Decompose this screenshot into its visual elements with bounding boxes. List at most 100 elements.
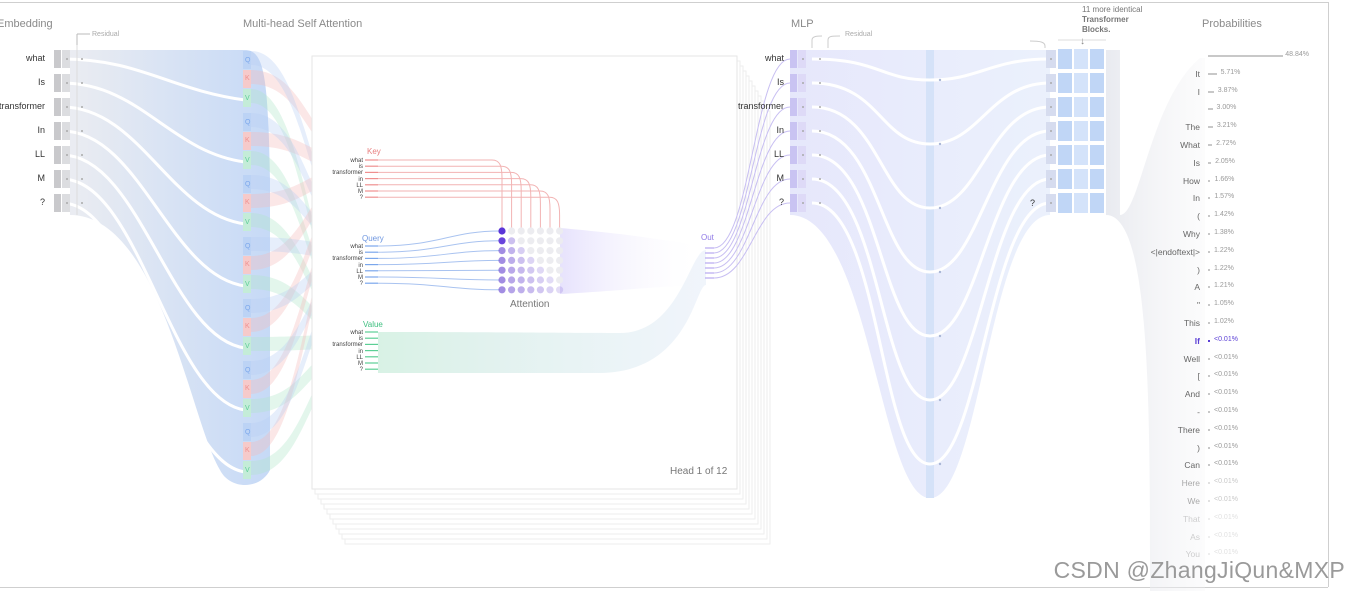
out-label: Out <box>701 233 714 242</box>
probability-token[interactable]: That <box>1182 513 1200 524</box>
probability-token[interactable]: " <box>1196 300 1200 311</box>
attention-cell <box>508 227 516 235</box>
probability-bar <box>1208 161 1212 164</box>
mlp-funnel <box>790 50 1050 499</box>
v-vector-badge: V <box>245 95 250 102</box>
probability-token[interactable]: How <box>1182 175 1200 186</box>
probability-token[interactable]: Well <box>1183 353 1200 364</box>
probability-value: <0.01% <box>1214 442 1238 450</box>
mlp-token[interactable]: In <box>776 125 784 135</box>
embedding-flow-line <box>61 153 246 350</box>
embedding-token[interactable]: M <box>37 173 46 183</box>
query-curve <box>377 269 501 272</box>
v-vector <box>243 151 251 169</box>
attention-cell <box>498 266 506 274</box>
mlp-output-dot <box>1050 202 1052 204</box>
probability-token[interactable]: And <box>1184 389 1200 400</box>
probability-token[interactable]: Is <box>1193 157 1200 168</box>
mlp-token[interactable]: LL <box>773 149 784 159</box>
probability-token[interactable]: The <box>1185 122 1200 133</box>
probability-bar <box>1208 90 1214 93</box>
residual-label-right: Residual <box>845 31 873 38</box>
query-token: LL <box>356 268 363 275</box>
probability-bar <box>1208 464 1210 467</box>
k-vector-badge: K <box>245 323 250 330</box>
transformer-block-cell <box>1058 169 1072 189</box>
embedding-token[interactable]: Is <box>37 77 45 87</box>
mlp-token[interactable]: transformer <box>737 101 784 111</box>
v-vector <box>243 213 251 231</box>
probability-token[interactable]: Here <box>1181 478 1200 489</box>
probability-token[interactable]: I <box>1197 86 1200 97</box>
probability-token[interactable]: A <box>1194 282 1200 293</box>
attention-cell <box>527 227 535 235</box>
probability-value: <0.01% <box>1214 460 1238 468</box>
probability-token[interactable]: Can <box>1184 460 1200 471</box>
mlp-token[interactable]: ? <box>778 197 784 207</box>
embedding-token[interactable]: transformer <box>0 101 45 111</box>
probability-token[interactable]: [ <box>1197 371 1200 382</box>
embedding-vector-cell <box>54 146 61 164</box>
attention-cell <box>536 286 545 294</box>
out-curve <box>713 58 791 249</box>
probability-token[interactable]: ) <box>1197 264 1200 275</box>
residual-dot <box>819 58 821 60</box>
residual-dot <box>81 106 83 108</box>
transformer-block-cell <box>1074 97 1088 117</box>
probability-token[interactable]: We <box>1187 496 1200 506</box>
embedding-token[interactable]: LL <box>34 149 45 159</box>
k-vector-badge: K <box>245 385 250 392</box>
note-line-2: Transformer <box>1082 15 1129 24</box>
last-token-label[interactable]: ? <box>1029 198 1035 208</box>
head-counter[interactable]: Head 1 of 12 <box>670 466 728 477</box>
probability-token[interactable]: Why <box>1183 229 1200 239</box>
probability-value: <0.01% <box>1214 531 1238 539</box>
attention-cell <box>556 237 564 245</box>
attention-cell <box>536 237 545 245</box>
mlp-output-dot <box>1050 154 1052 156</box>
mlp-dot <box>938 462 942 466</box>
v-vector-badge: V <box>245 467 250 474</box>
residual-dot <box>81 82 83 84</box>
frame-bottom-border <box>0 587 1328 588</box>
mlp-token[interactable]: what <box>764 53 784 63</box>
mlp-output-dot <box>1050 82 1052 84</box>
mlp-token[interactable]: Is <box>776 77 784 87</box>
probability-token[interactable]: If <box>1194 335 1200 346</box>
probability-token[interactable]: <|endoftext|> <box>1150 246 1200 257</box>
probability-token[interactable]: You <box>1185 549 1200 560</box>
probability-token[interactable]: As <box>1190 531 1200 542</box>
probability-token[interactable]: ( <box>1197 211 1200 222</box>
probability-token[interactable]: In <box>1192 193 1200 204</box>
embedding-token[interactable]: In <box>37 125 45 135</box>
probabilities-title: Probabilities <box>1202 18 1262 30</box>
residual-bracket <box>811 35 823 48</box>
value-token: LL <box>356 354 363 361</box>
embedding-token[interactable]: what <box>25 53 45 63</box>
mlp-dot <box>938 78 942 82</box>
query-curve <box>377 276 501 281</box>
residual-label-left: Residual <box>92 31 120 38</box>
k-vector-badge: K <box>245 447 250 454</box>
probability-token[interactable]: There <box>1177 424 1200 435</box>
embedding-vector-cell <box>54 98 61 116</box>
attention-cell <box>536 256 545 264</box>
attention-cell <box>508 276 516 284</box>
embedding-flow-line <box>61 105 246 226</box>
probability-token[interactable]: It <box>1195 68 1200 79</box>
probability-token[interactable]: ) <box>1197 442 1200 453</box>
key-curve <box>378 165 513 230</box>
embedding-token[interactable]: ? <box>39 197 45 207</box>
mlp-token[interactable]: M <box>776 173 785 183</box>
mlp-dot <box>938 142 942 146</box>
transformer-block-cell <box>1058 145 1072 165</box>
v-vector <box>243 461 251 479</box>
probability-funnel <box>1106 50 1205 591</box>
probability-token[interactable]: What <box>1180 140 1200 150</box>
probability-token[interactable]: This <box>1183 318 1200 328</box>
residual-dot <box>819 106 821 108</box>
embedding-flow-line <box>61 177 246 412</box>
probability-token[interactable]: - <box>1197 407 1200 417</box>
value-ribbon <box>251 89 370 348</box>
v-vector-badge: V <box>245 157 250 164</box>
